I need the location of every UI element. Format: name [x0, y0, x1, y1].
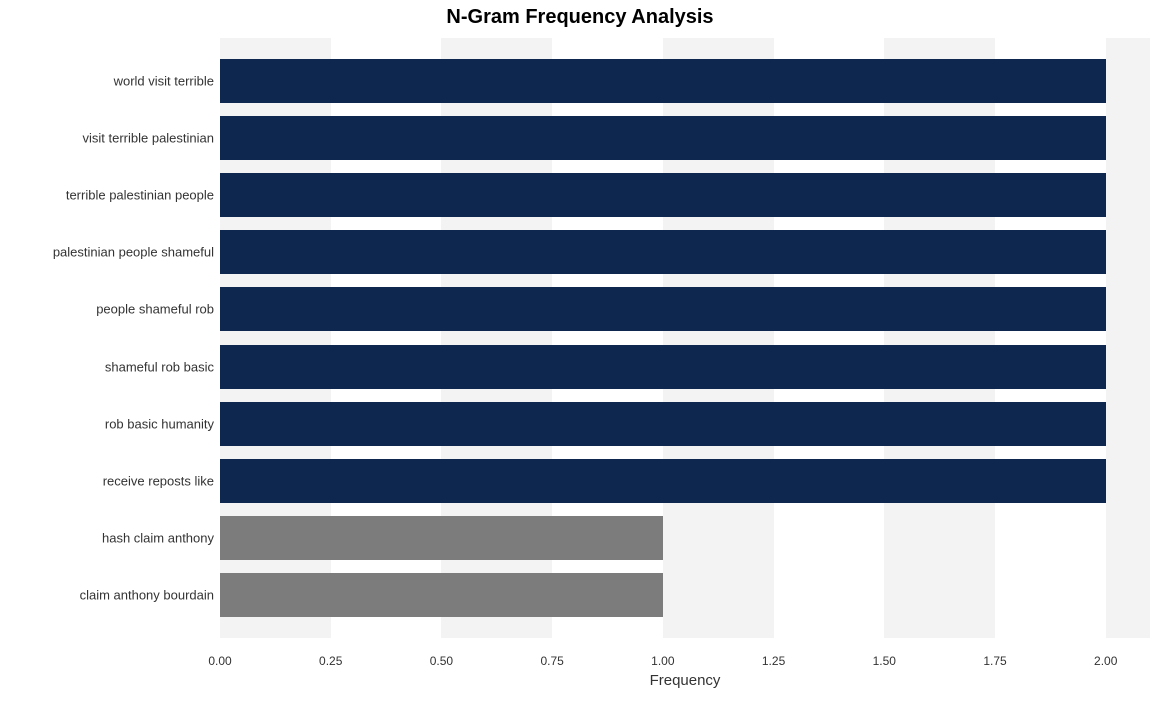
y-axis-label: visit terrible palestinian	[82, 131, 214, 146]
y-axis-label: receive reposts like	[103, 473, 214, 488]
bar	[220, 516, 663, 560]
x-tick-label: 2.00	[1094, 654, 1117, 668]
x-tick-label: 0.25	[319, 654, 342, 668]
bar	[220, 173, 1106, 217]
ngram-frequency-chart: N-Gram Frequency Analysis world visit te…	[0, 0, 1160, 701]
y-axis-label: shameful rob basic	[105, 359, 214, 374]
bar	[220, 59, 1106, 103]
x-axis-title: Frequency	[220, 672, 1150, 689]
y-axis-label: people shameful rob	[96, 302, 214, 317]
y-axis-label: palestinian people shameful	[53, 245, 214, 260]
bar	[220, 345, 1106, 389]
grid-stripe	[1106, 38, 1150, 638]
x-tick-label: 0.75	[540, 654, 563, 668]
bar	[220, 459, 1106, 503]
bar	[220, 116, 1106, 160]
plot-area	[220, 38, 1150, 638]
y-axis-labels: world visit terrible visit terrible pales…	[0, 38, 214, 638]
chart-title: N-Gram Frequency Analysis	[0, 6, 1160, 29]
bar	[220, 287, 1106, 331]
y-axis-label: rob basic humanity	[105, 416, 214, 431]
bar	[220, 402, 1106, 446]
x-tick-label: 0.00	[208, 654, 231, 668]
y-axis-label: world visit terrible	[114, 73, 214, 88]
x-tick-label: 1.00	[651, 654, 674, 668]
x-tick-label: 0.50	[430, 654, 453, 668]
x-tick-label: 1.75	[983, 654, 1006, 668]
bar	[220, 573, 663, 617]
x-tick-label: 1.50	[873, 654, 896, 668]
bar	[220, 230, 1106, 274]
x-tick-label: 1.25	[762, 654, 785, 668]
y-axis-label: hash claim anthony	[102, 531, 214, 546]
y-axis-label: claim anthony bourdain	[80, 588, 214, 603]
y-axis-label: terrible palestinian people	[66, 188, 214, 203]
